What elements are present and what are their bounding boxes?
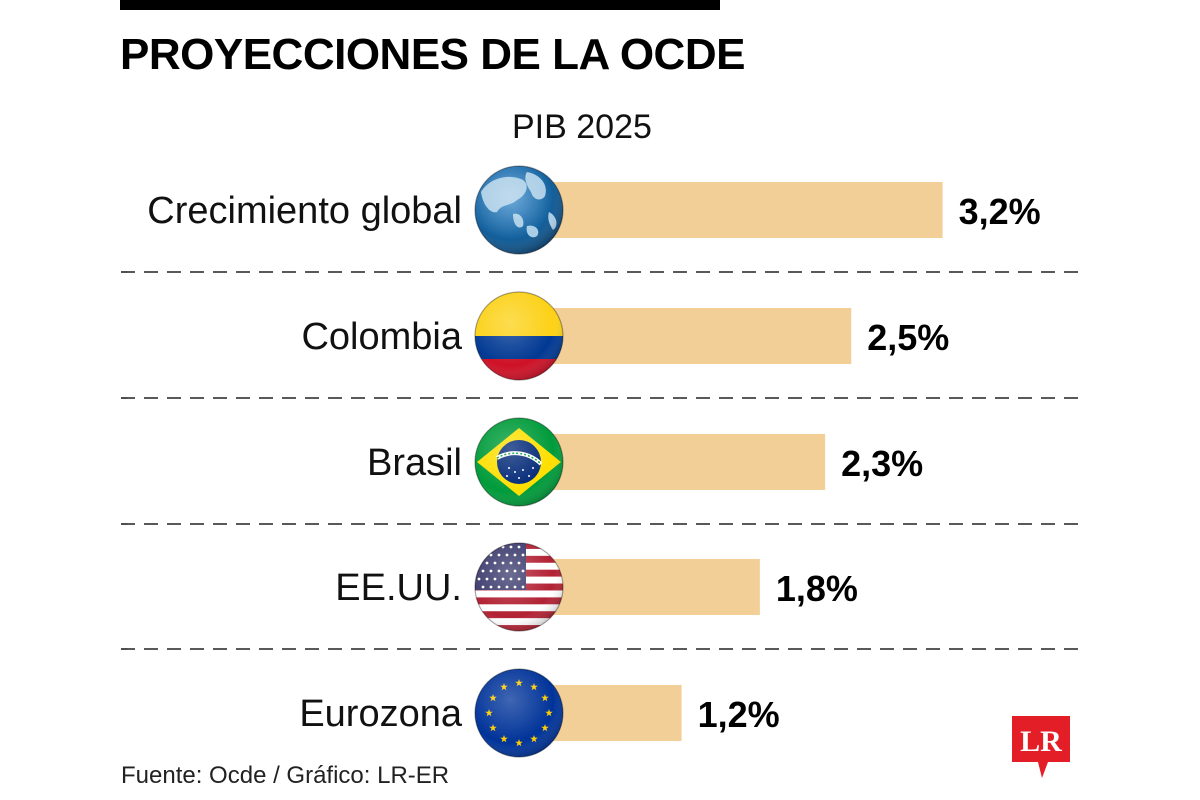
value-label: 2,3% (841, 443, 923, 484)
source-note: Fuente: Ocde / Gráfico: LR-ER (121, 762, 450, 789)
chart-subtitle: PIB 2025 (512, 108, 652, 146)
chart-row: Colombia 2,5% (121, 291, 1078, 399)
usa-flag-icon (474, 542, 564, 632)
eu-flag-icon (474, 668, 564, 758)
brazil-flag-icon (474, 417, 564, 507)
category-label: Crecimiento global (147, 190, 462, 232)
value-label: 1,2% (698, 694, 780, 735)
lr-logo-icon: LR (1012, 716, 1070, 778)
value-label: 1,8% (776, 568, 858, 609)
bar (525, 182, 943, 238)
category-label: Colombia (301, 316, 462, 358)
category-label: EE.UU. (335, 567, 462, 609)
bar (525, 559, 760, 615)
category-label: Brasil (367, 442, 462, 484)
value-label: 2,5% (867, 317, 949, 358)
chart-row: Eurozona 1,2% (299, 668, 780, 758)
chart-row: Brasil 2,3% (121, 417, 1078, 525)
value-label: 3,2% (959, 191, 1041, 232)
chart-row: Crecimiento global 3,2% (121, 165, 1078, 273)
chart-row: EE.UU. 1,8% (121, 542, 1078, 650)
bar (525, 434, 826, 490)
category-label: Eurozona (299, 693, 463, 735)
logo-text: LR (1020, 725, 1062, 758)
globe-icon (474, 165, 564, 255)
colombia-flag-icon (474, 291, 564, 381)
chart-title: PROYECCIONES DE LA OCDE (120, 30, 745, 79)
bar (525, 308, 852, 364)
title-rule (120, 0, 720, 10)
